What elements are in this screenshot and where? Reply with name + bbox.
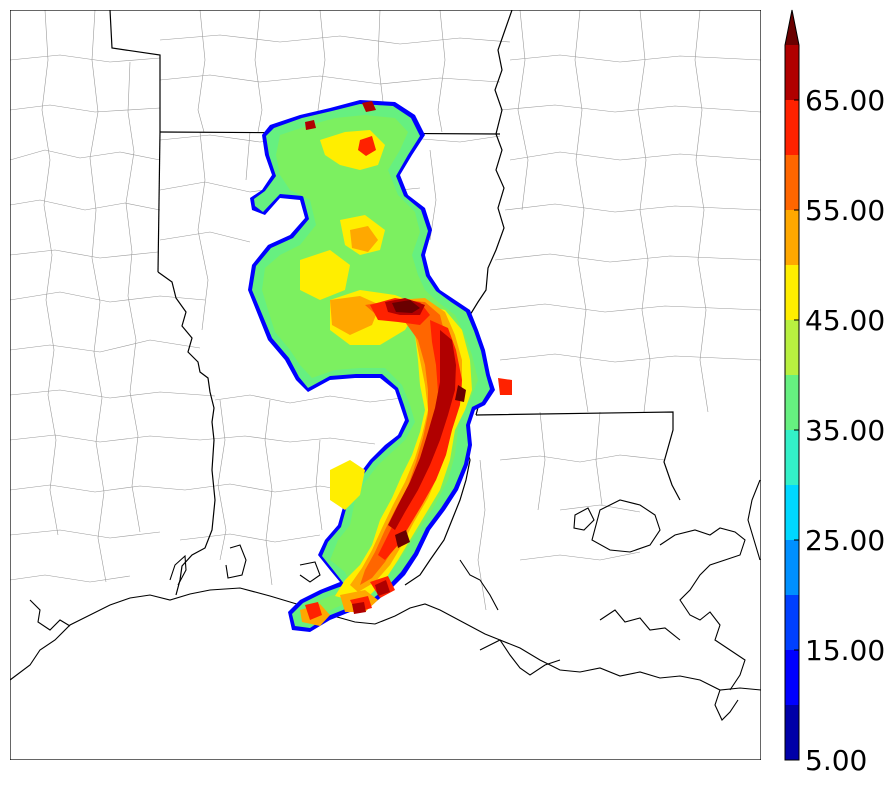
colorbar-band — [785, 705, 799, 760]
colorbar-band — [785, 650, 799, 705]
colorbar-band — [785, 100, 799, 155]
colorbar-tick-label: 25.00 — [805, 524, 885, 557]
colorbar-tick-label: 65.00 — [805, 84, 885, 117]
colorbar-band — [785, 210, 799, 265]
colorbar-band — [785, 155, 799, 210]
colorbar-band — [785, 540, 799, 595]
colorbar-band — [785, 595, 799, 650]
colorbar-tick-label: 45.00 — [805, 304, 885, 337]
colorbar-tick-label: 5.00 — [805, 744, 867, 777]
map-panel — [10, 10, 761, 760]
colorbar-band — [785, 265, 799, 320]
colorbar-band — [785, 320, 799, 375]
colorbar: 5.00 15.00 25.00 35.00 45.00 55.00 65.00 — [784, 9, 885, 777]
colorbar-tick-label: 55.00 — [805, 194, 885, 227]
reflectivity-field — [248, 100, 512, 632]
echo-70-areas — [392, 300, 466, 548]
colorbar-band — [785, 45, 799, 100]
colorbar-tick-label: 15.00 — [805, 634, 885, 667]
echo-55-areas — [360, 300, 455, 585]
county-boundaries — [10, 10, 761, 611]
colorbar-band — [785, 375, 799, 430]
colorbar-band — [785, 485, 799, 540]
coastline — [10, 479, 761, 721]
colorbar-extend-arrow — [785, 10, 799, 45]
colorbar-band — [785, 430, 799, 485]
colorbar-tick-label: 35.00 — [805, 414, 885, 447]
